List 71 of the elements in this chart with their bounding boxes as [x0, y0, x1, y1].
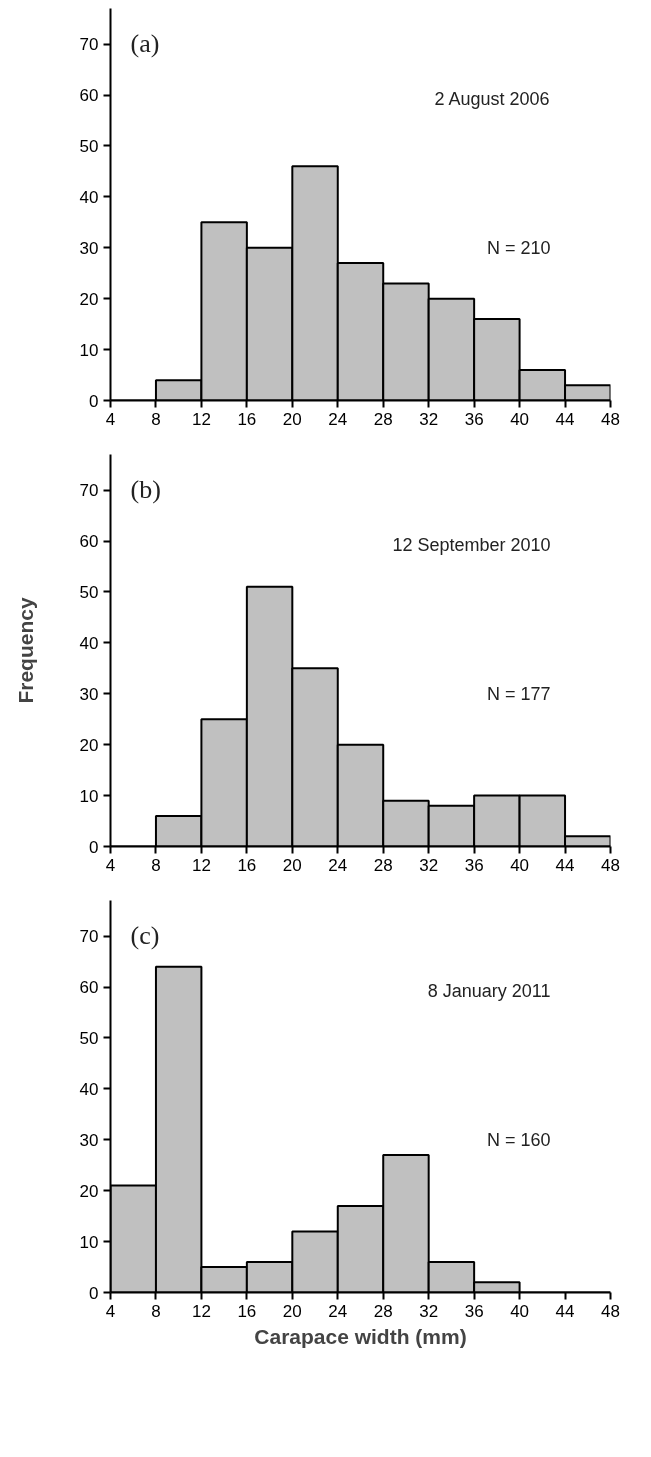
annotation: 2 August 2006 [434, 88, 550, 109]
x-tick-label: 4 [105, 855, 116, 875]
y-tick-label: 0 [89, 391, 99, 411]
x-tick-label: 48 [601, 409, 620, 429]
annotation: N = 177 [486, 683, 551, 704]
x-tick-label: 4 [105, 1301, 116, 1321]
x-tick-label: 8 [151, 855, 161, 875]
annotation: 12 September 2010 [392, 534, 551, 555]
x-tick-label: 24 [328, 855, 348, 875]
y-tick-label: 60 [79, 532, 99, 552]
x-tick-label: 32 [419, 409, 439, 429]
y-tick-label: 20 [79, 1181, 99, 1201]
x-tick-label: 36 [464, 409, 484, 429]
x-tick-label: 12 [191, 1301, 211, 1321]
x-tick-label: 28 [373, 1301, 393, 1321]
y-tick-label: 0 [89, 1283, 99, 1303]
y-tick-label: 10 [79, 1232, 99, 1252]
x-tick-label: 4 [105, 409, 116, 429]
x-tick-label: 44 [555, 855, 575, 875]
y-tick-label: 0 [89, 837, 99, 857]
x-tick-label: 20 [282, 1301, 302, 1321]
annotation: (c) [130, 921, 160, 951]
x-tick-label: 32 [419, 1301, 439, 1321]
annotation: N = 160 [486, 1129, 551, 1150]
y-axis-title: Frequency [13, 597, 37, 704]
y-tick-label: 30 [79, 684, 99, 704]
x-tick-label: 36 [464, 855, 484, 875]
x-tick-label: 40 [510, 409, 530, 429]
annotation: (b) [130, 475, 161, 505]
x-tick-label: 20 [282, 409, 302, 429]
y-tick-label: 40 [79, 1079, 99, 1099]
x-tick-label: 48 [601, 855, 620, 875]
y-tick-label: 20 [79, 735, 99, 755]
x-tick-label: 16 [237, 409, 257, 429]
y-tick-label: 10 [79, 340, 99, 360]
x-tick-label: 24 [328, 409, 348, 429]
y-tick-label: 30 [79, 238, 99, 258]
x-tick-label: 12 [191, 409, 211, 429]
y-tick-label: 50 [79, 1028, 99, 1048]
y-tick-label: 50 [79, 136, 99, 156]
x-tick-label: 8 [151, 1301, 161, 1321]
y-tick-label: 70 [79, 927, 99, 947]
y-tick-label: 50 [79, 582, 99, 602]
y-tick-label: 70 [79, 35, 99, 55]
x-tick-label: 28 [373, 855, 393, 875]
x-tick-label: 24 [328, 1301, 348, 1321]
y-tick-label: 70 [79, 481, 99, 501]
y-tick-label: 30 [79, 1130, 99, 1150]
y-tick-label: 40 [79, 187, 99, 207]
y-tick-label: 60 [79, 86, 99, 106]
x-tick-label: 16 [237, 1301, 257, 1321]
y-tick-label: 40 [79, 633, 99, 653]
x-tick-label: 44 [555, 409, 575, 429]
x-tick-label: 8 [151, 409, 161, 429]
x-tick-label: 36 [464, 1301, 484, 1321]
x-axis-title: Carapace width (mm) [254, 1324, 467, 1348]
annotation: (a) [130, 29, 160, 59]
annotation: N = 210 [486, 237, 551, 258]
x-tick-label: 16 [237, 855, 257, 875]
x-tick-label: 48 [601, 1301, 620, 1321]
x-tick-label: 40 [510, 1301, 530, 1321]
x-tick-label: 32 [419, 855, 439, 875]
y-tick-label: 10 [79, 786, 99, 806]
x-tick-label: 44 [555, 1301, 575, 1321]
x-tick-label: 12 [191, 855, 211, 875]
y-tick-label: 20 [79, 289, 99, 309]
x-tick-label: 28 [373, 409, 393, 429]
x-tick-label: 40 [510, 855, 530, 875]
x-tick-label: 20 [282, 855, 302, 875]
y-tick-label: 60 [79, 978, 99, 998]
annotation: 8 January 2011 [427, 980, 551, 1001]
